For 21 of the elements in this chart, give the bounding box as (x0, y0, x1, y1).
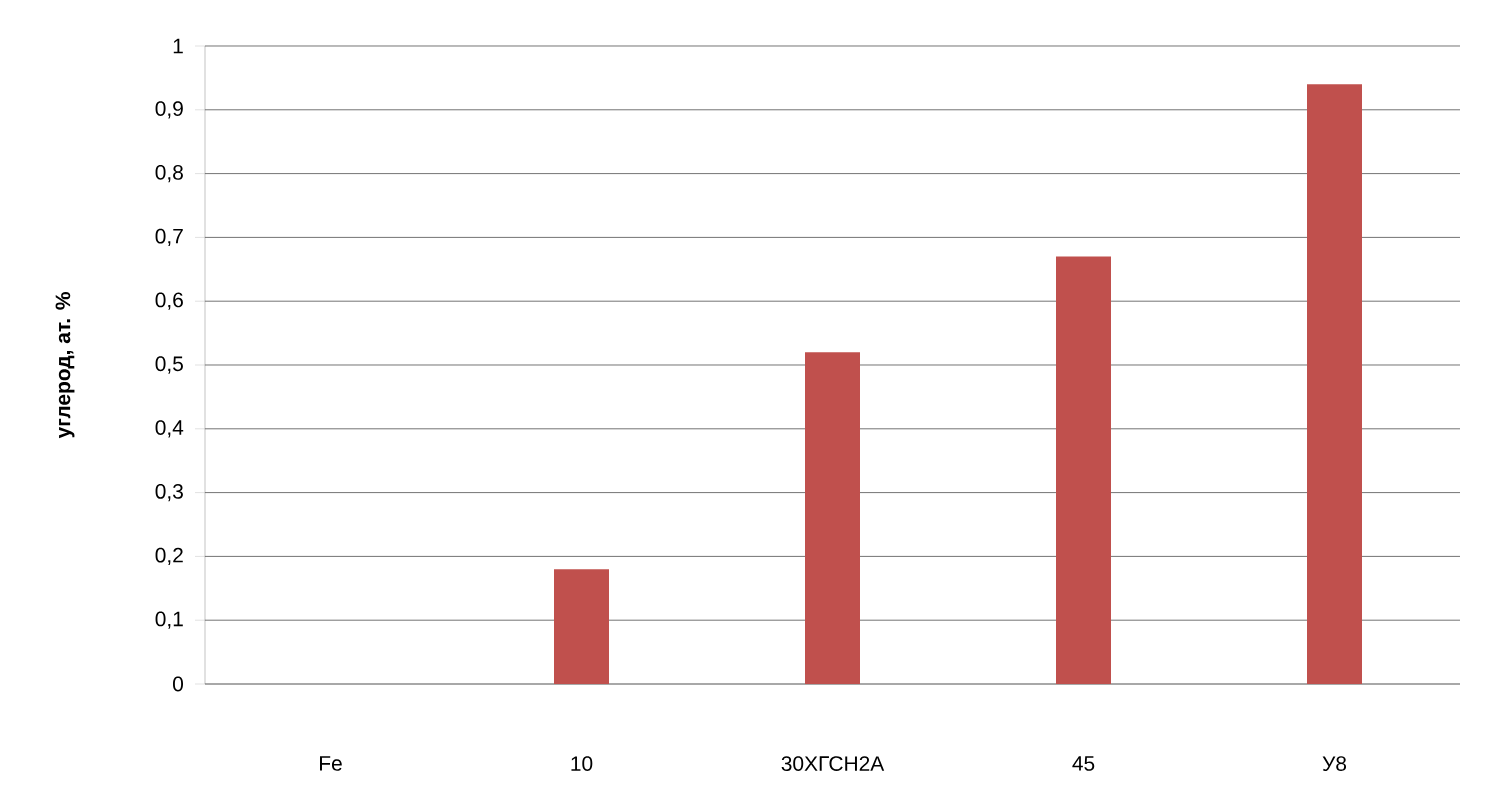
y-tick-label: 0,6 (155, 292, 183, 310)
bar (1056, 256, 1111, 684)
x-tick-label: 45 (1072, 756, 1095, 771)
y-tick-label: 0,3 (155, 483, 183, 502)
y-tick-label: 0,9 (155, 101, 183, 119)
y-tick-label: 0,4 (155, 420, 184, 438)
y-tick-label: 1 (173, 38, 183, 54)
y-axis-title: углерод, ат. % (55, 292, 75, 439)
x-tick-label: У8 (1322, 756, 1347, 771)
x-tick-label: 10 (571, 756, 593, 771)
x-tick-label: 30ХГСН2А (781, 756, 885, 771)
bar (554, 569, 609, 684)
y-tick-label: 0,5 (155, 356, 183, 374)
y-tick-label: 0,7 (155, 228, 183, 247)
bar (1307, 84, 1362, 684)
x-tick-label: Fe (320, 756, 342, 771)
y-tick-label: 0,2 (155, 547, 183, 566)
y-tick-label: 0,1 (155, 611, 183, 629)
y-tick-label: 0,8 (155, 164, 183, 183)
bar (805, 352, 860, 684)
y-tick-label: 0 (173, 676, 183, 692)
